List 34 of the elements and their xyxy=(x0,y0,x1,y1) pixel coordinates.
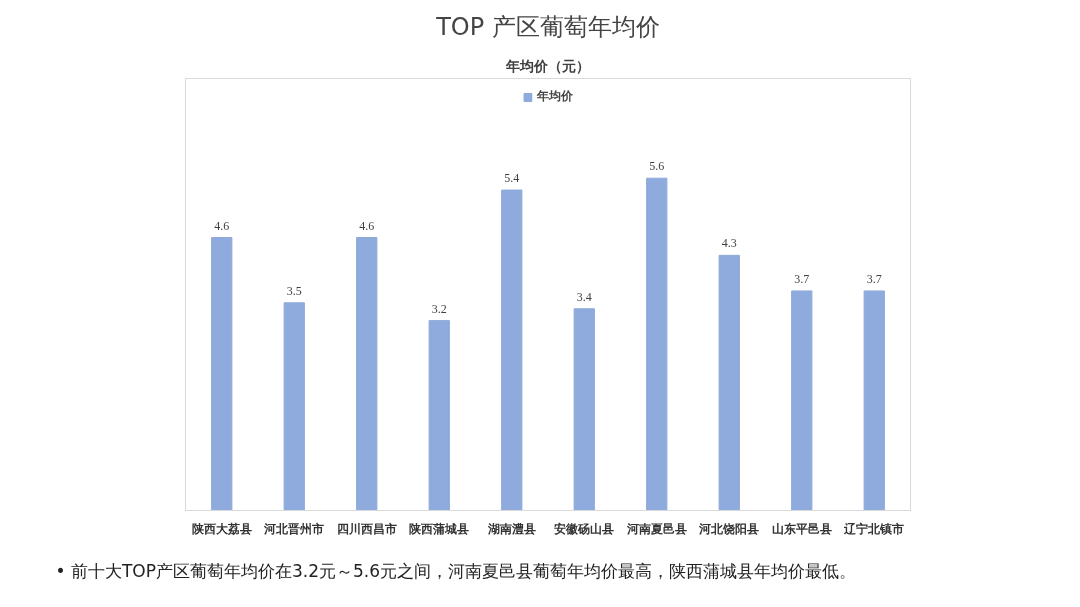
x-tick-label: 湖南澧县 xyxy=(486,521,536,536)
chart-subtitle: 年均价（元） xyxy=(505,57,590,74)
x-tick-label: 河北饶阳县 xyxy=(698,521,760,536)
chart-title: TOP 产区葡萄年均价 xyxy=(435,12,660,41)
bar xyxy=(863,290,885,511)
bar xyxy=(283,302,305,511)
bar xyxy=(356,237,378,511)
x-tick-label: 河南夏邑县 xyxy=(625,521,687,536)
bar xyxy=(718,254,740,511)
data-label: 3.2 xyxy=(431,301,447,316)
bar xyxy=(573,308,595,511)
bar xyxy=(646,177,668,511)
bar xyxy=(791,290,813,511)
legend-label: 年均价 xyxy=(537,88,573,105)
text: • 前十大TOP产区葡萄年均价在3.2元～5.6元之间，河南夏邑县葡萄年均价最高，陕西蒲城县年均价最低。 xyxy=(55,560,857,581)
data-label: 5.6 xyxy=(649,159,665,174)
data-label: 3.7 xyxy=(794,271,810,286)
data-label: 3.5 xyxy=(286,283,302,298)
data-label: 4.3 xyxy=(721,236,737,251)
bar xyxy=(211,237,233,511)
x-tick-label: 山东平邑县 xyxy=(771,521,832,536)
x-tick-label: 陕西大荔县 xyxy=(191,521,252,536)
data-label: 4.6 xyxy=(214,218,230,233)
x-tick-label: 安徽砀山县 xyxy=(554,521,615,536)
data-label: 5.4 xyxy=(504,171,520,186)
x-tick-label: 陕西蒲城县 xyxy=(409,521,470,536)
x-tick-label: 四川西昌市 xyxy=(336,521,397,536)
data-label: 3.7 xyxy=(866,271,882,286)
bar xyxy=(428,320,450,511)
data-label: 4.6 xyxy=(359,218,375,233)
bar xyxy=(501,189,523,511)
data-label: 3.4 xyxy=(576,289,592,304)
x-tick-label: 河北晋州市 xyxy=(263,521,325,536)
x-tick-label: 辽宁北镇市 xyxy=(843,521,905,536)
